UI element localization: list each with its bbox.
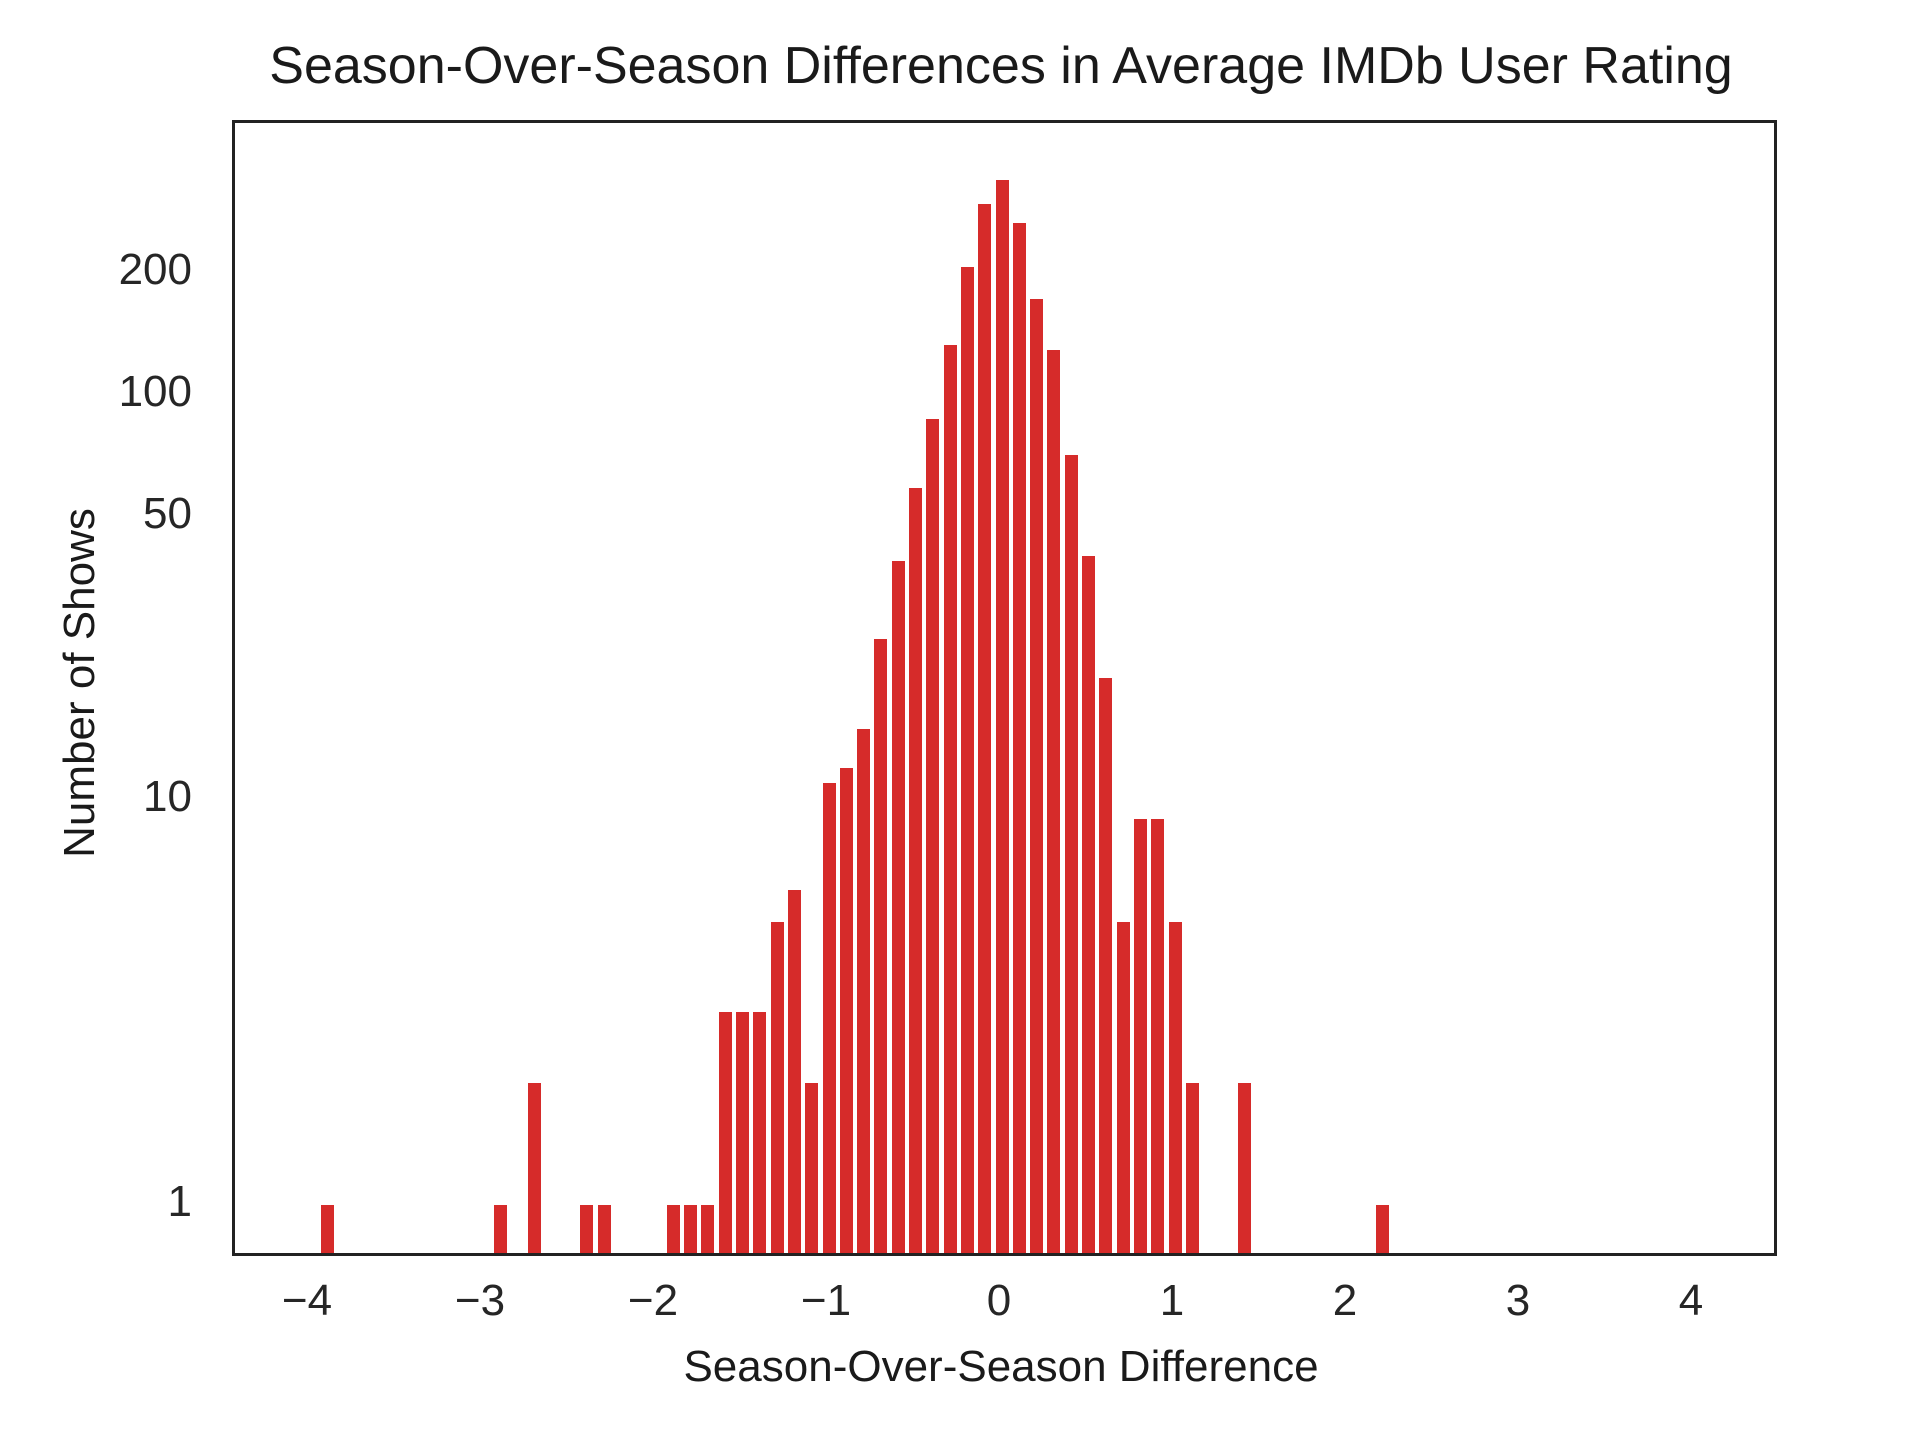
histogram-bar	[684, 1205, 698, 1253]
x-tick-label: 4	[1678, 1276, 1704, 1325]
histogram-bar	[597, 1205, 611, 1253]
x-tick-label: −4	[281, 1276, 333, 1325]
x-axis-label: Season-Over-Season Difference	[683, 1342, 1319, 1391]
histogram-bar	[926, 419, 940, 1253]
histogram-bar	[1376, 1205, 1390, 1253]
x-tick-label: 0	[986, 1276, 1012, 1325]
histogram-bar	[822, 783, 836, 1253]
histogram-bar	[874, 638, 888, 1253]
y-tick-label: 50	[143, 488, 192, 538]
histogram-bar	[493, 1205, 507, 1253]
histogram-bar	[1082, 556, 1095, 1253]
histogram-bar	[1237, 1083, 1251, 1253]
y-tick-label: 100	[118, 367, 192, 416]
x-tick-label: 1	[1159, 1276, 1185, 1325]
histogram-bar	[666, 1205, 680, 1253]
histogram-bar	[857, 728, 871, 1253]
histogram-bar	[718, 1011, 732, 1253]
histogram-bar	[839, 767, 853, 1253]
x-tick-label: −3	[454, 1276, 506, 1325]
x-tick-label: −2	[627, 1276, 679, 1325]
histogram-bar	[805, 1083, 819, 1253]
histogram-bar	[753, 1011, 767, 1253]
x-tick-label: −1	[800, 1276, 852, 1325]
histogram-bar	[1047, 350, 1061, 1253]
histogram-bar	[770, 921, 784, 1253]
histogram-bar	[1099, 678, 1113, 1253]
histogram-bar	[1168, 921, 1182, 1253]
histogram-bar	[736, 1011, 749, 1253]
histogram-bar	[528, 1083, 542, 1253]
y-tick-label: 10	[143, 772, 192, 821]
x-tick-label: 2	[1332, 1276, 1358, 1325]
y-tick-label: 1	[167, 1177, 192, 1226]
histogram-bar	[1116, 921, 1130, 1253]
histogram-bar	[1064, 455, 1078, 1253]
chart-title: Season-Over-Season Differences in Averag…	[269, 37, 1733, 95]
histogram-bar	[978, 204, 992, 1253]
histogram-bar	[891, 560, 905, 1253]
histogram-bar	[909, 487, 922, 1253]
y-axis-label: Number of Shows	[55, 508, 104, 858]
histogram-bar	[320, 1205, 334, 1253]
histogram-bar	[1185, 1083, 1199, 1253]
plot-area	[232, 120, 1777, 1256]
histogram-bar	[580, 1205, 594, 1253]
histogram-bar	[1151, 818, 1165, 1253]
histogram-bar	[960, 267, 974, 1253]
histogram-bar	[995, 180, 1009, 1253]
histogram-bar	[701, 1205, 715, 1253]
histogram-bar	[943, 344, 957, 1253]
histogram-bar	[1133, 818, 1147, 1253]
histogram-bar	[787, 889, 801, 1253]
x-tick-label: 3	[1505, 1276, 1531, 1325]
histogram-bar	[1030, 298, 1044, 1253]
histogram-bar	[1012, 222, 1026, 1253]
y-tick-label: 200	[118, 245, 192, 295]
